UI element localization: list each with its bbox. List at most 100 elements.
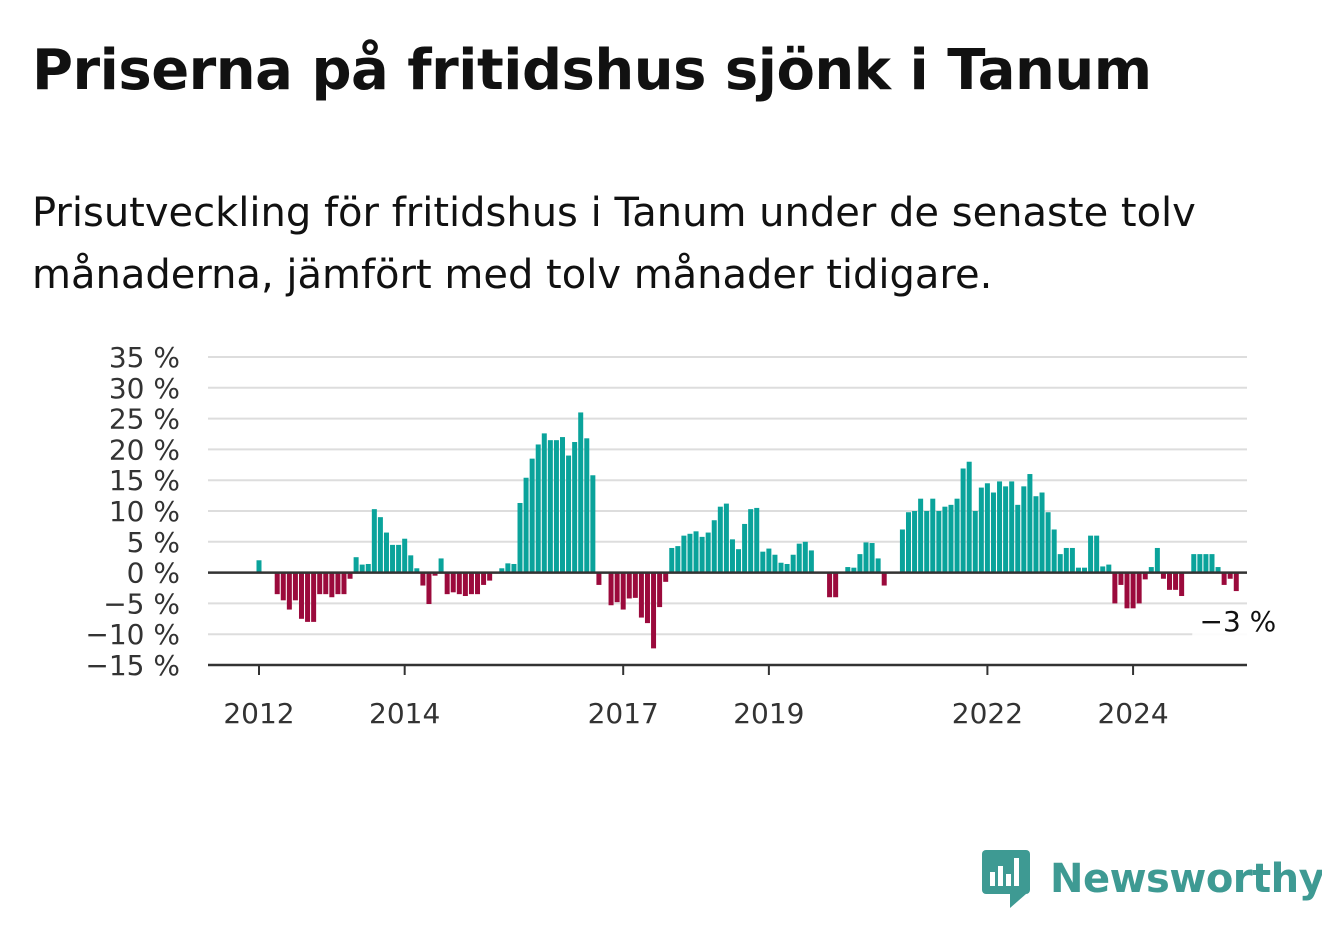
bar [1160,572,1166,579]
bar [1221,572,1227,585]
bar [1082,567,1088,573]
bar [875,558,881,573]
bar [341,572,347,595]
bar [408,555,414,573]
bar [426,572,432,605]
bar [274,572,280,595]
bar [717,506,723,573]
page-subtitle: Prisutveckling för fritidshus i Tanum un… [32,190,1196,298]
bar [335,572,341,595]
bar [487,572,493,581]
bar [1003,486,1009,573]
bar [420,572,426,586]
bar [1215,567,1221,573]
bar [1179,572,1185,597]
bar [1118,572,1124,585]
bar [396,544,402,573]
bar [1088,535,1094,573]
bar [693,531,699,573]
bar [1142,572,1148,580]
x-tick-label: 2022 [952,697,1023,730]
bar [1130,572,1136,609]
bar [851,567,857,573]
bar [584,438,590,573]
bar [541,433,547,573]
bar [790,554,796,573]
bar [912,511,918,573]
bar [663,572,669,582]
bar [329,572,335,598]
brand[interactable]: Newsworthy [982,848,1322,910]
bar [930,498,936,573]
bar [456,572,462,595]
bar [614,572,620,603]
bar [1069,547,1075,573]
bar [1100,566,1106,573]
y-axis-labels: 35 %30 %25 %20 %15 %10 %5 %0 %−5 %−10 %−… [85,341,180,682]
bar [517,502,523,573]
bar [948,504,954,573]
bar [699,536,705,573]
bar [1233,572,1239,592]
bar [317,572,323,595]
y-tick-label: −10 % [85,618,180,651]
bar [936,511,942,573]
bar [723,503,729,573]
bar [657,572,663,608]
bar [766,548,772,573]
bar [978,487,984,573]
x-tick-label: 2019 [733,697,804,730]
bar [681,535,687,573]
bar [572,442,578,573]
bar [444,572,450,595]
bar [481,572,487,585]
bar [347,572,353,579]
bar [1106,564,1112,573]
bar [280,572,286,601]
bar [990,492,996,573]
bar [784,563,790,573]
bar [377,517,383,573]
bar [997,481,1003,573]
bar [626,572,632,599]
y-tick-label: 20 % [109,433,180,466]
y-tick-label: 0 % [127,557,180,590]
bar [365,563,371,573]
bar [924,511,930,573]
bar [644,572,650,624]
bar [1173,572,1179,590]
bar [353,557,359,573]
gridlines [208,356,1247,636]
bar [754,507,760,573]
bar [669,547,675,573]
y-tick-label: 30 % [109,372,180,405]
y-tick-label: 10 % [109,495,180,528]
bar [869,543,875,573]
bar [675,546,681,573]
bar [499,568,505,573]
page-title: Priserna på fritidshus sjönk i Tanum [32,38,1152,103]
bars [256,412,1239,649]
brand-name: Newsworthy [1050,856,1322,902]
bar [560,437,565,573]
bar [1191,554,1197,573]
bar [359,564,365,573]
bar [468,572,474,595]
bar [286,572,292,610]
last-value-annotation: −3 % [1199,605,1276,638]
bar [608,572,614,606]
bar [311,572,317,622]
bar [553,440,559,573]
x-tick-label: 2012 [223,697,294,730]
bar [960,468,966,573]
bar [523,477,529,573]
bar [475,572,481,595]
bar [796,543,802,573]
bar [390,544,396,573]
bar [323,572,329,595]
bar [1197,554,1203,573]
bar [1136,572,1142,604]
bar [1094,535,1100,573]
y-tick-label: 15 % [109,464,180,497]
bar [966,461,972,573]
